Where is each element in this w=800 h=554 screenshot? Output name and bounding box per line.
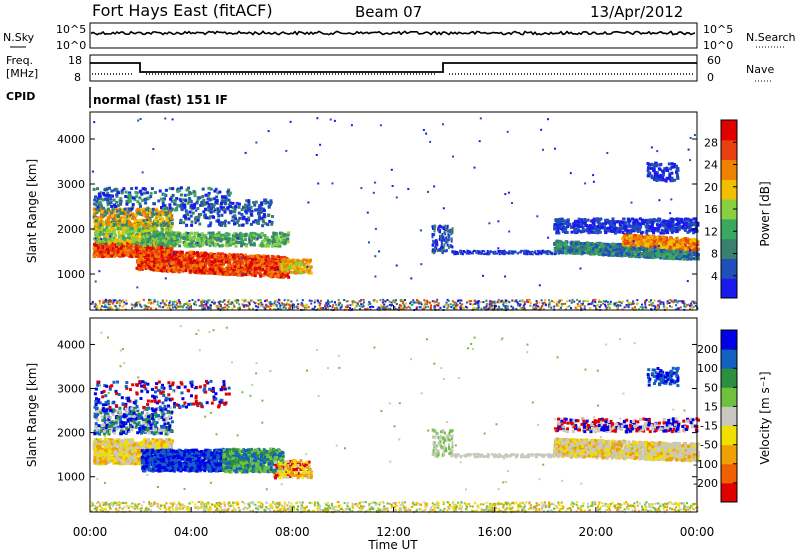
velocity-panel: 1000 2000 3000 4000 Slant Range [km] 00:00 0… bbox=[25, 305, 714, 552]
x-tick-label: 08:00 bbox=[275, 525, 310, 539]
velocity-colorbar-label: Velocity [m s⁻¹] bbox=[758, 371, 772, 464]
colorbar-tick-label: 8 bbox=[711, 248, 718, 261]
n-sky-label: N.Sky bbox=[3, 31, 35, 44]
colorbar-tick-label: 28 bbox=[704, 136, 718, 149]
y-tick-label: 1000 bbox=[57, 268, 85, 281]
x-axis-label: Time UT bbox=[367, 538, 418, 552]
date-label: 13/Apr/2012 bbox=[590, 3, 683, 21]
colorbar-tick-label: 20 bbox=[704, 181, 718, 194]
y-tick-label: 4000 bbox=[57, 338, 85, 351]
power-panel: 1000 2000 3000 4000 Slant Range [km] bbox=[25, 111, 700, 312]
colorbar-tick-label: -200 bbox=[693, 477, 718, 490]
frequency-panel: Freq. [MHz] 18 8 60 0 Nave bbox=[6, 54, 774, 84]
x-tick-label: 20:00 bbox=[579, 525, 614, 539]
frequency-trace bbox=[90, 62, 697, 73]
colorbar-tick-label: 100 bbox=[697, 362, 718, 375]
power-colorbar: 4 8 12 16 20 24 28 bbox=[704, 119, 738, 299]
colorbar-tick-label: -100 bbox=[693, 458, 718, 471]
y-tick-label: 2000 bbox=[57, 223, 85, 236]
x-tick-label: 00:00 bbox=[680, 525, 715, 539]
colorbar-tick-label: 12 bbox=[704, 225, 718, 238]
freq-tick-top: 18 bbox=[68, 54, 82, 67]
beam-label: Beam 07 bbox=[355, 3, 422, 21]
power-colorbar-label: Power [dB] bbox=[758, 181, 772, 246]
y-tick-label: 3000 bbox=[57, 178, 85, 191]
y-tick-label: 3000 bbox=[57, 383, 85, 396]
colorbar-tick-label: 15 bbox=[704, 400, 718, 413]
colorbar-tick-label: 4 bbox=[711, 270, 718, 283]
noise-left-tick-bottom: 10^0 bbox=[56, 39, 86, 52]
y-tick-label: 2000 bbox=[57, 427, 85, 440]
cpid-text: normal (fast) 151 IF bbox=[93, 93, 228, 107]
colorbar-tick-label: 200 bbox=[697, 343, 718, 356]
colorbar-tick-label: -15 bbox=[700, 420, 718, 433]
x-tick-label: 16:00 bbox=[477, 525, 512, 539]
freq-tick-bottom: 8 bbox=[74, 71, 81, 84]
colorbar-tick-label: 16 bbox=[704, 203, 718, 216]
noise-right-tick-bottom: 10^0 bbox=[703, 39, 733, 52]
freq-unit-label: [MHz] bbox=[6, 67, 38, 80]
n-search-label: N.Search bbox=[746, 31, 796, 44]
velocity-data bbox=[90, 325, 700, 514]
noise-sky-trace bbox=[90, 30, 696, 36]
figure-title: Fort Hays East (fitACF) bbox=[92, 1, 273, 20]
nave-label: Nave bbox=[746, 63, 774, 76]
x-tick-label: 00:00 bbox=[73, 525, 108, 539]
power-y-axis-label: Slant Range [km] bbox=[25, 159, 39, 263]
y-tick-label: 4000 bbox=[57, 133, 85, 146]
noise-left-tick-top: 10^5 bbox=[56, 23, 86, 36]
noise-panel: N.Sky 10^5 10^0 10^5 10^0 N.Search bbox=[3, 22, 796, 52]
x-tick-label: 12:00 bbox=[376, 525, 411, 539]
colorbar-tick-label: 24 bbox=[704, 159, 718, 172]
colorbar-tick-label: -50 bbox=[700, 439, 718, 452]
power-data bbox=[90, 117, 700, 312]
freq-label: Freq. bbox=[6, 54, 33, 67]
cpid-label: CPID bbox=[6, 90, 35, 103]
x-tick-label: 04:00 bbox=[174, 525, 209, 539]
y-tick-label: 1000 bbox=[57, 471, 85, 484]
colorbar-tick-label: 50 bbox=[704, 381, 718, 394]
velocity-colorbar: 200 100 50 15 -15 -50 -100 -200 bbox=[693, 329, 738, 503]
velocity-y-axis-label: Slant Range [km] bbox=[25, 363, 39, 467]
nave-tick-top: 60 bbox=[707, 54, 721, 67]
nave-tick-bottom: 0 bbox=[707, 71, 714, 84]
noise-right-tick-top: 10^5 bbox=[703, 23, 733, 36]
